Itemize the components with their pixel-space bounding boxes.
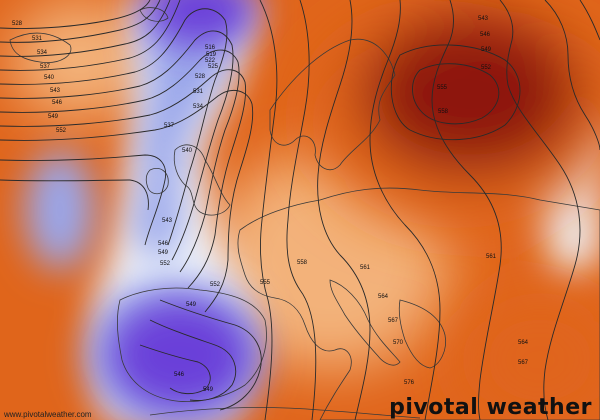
contour-label-525: 525 [208,64,219,70]
coastlines [9,7,600,420]
contour-label-576: 576 [404,380,415,386]
contour-label-531: 531 [193,89,204,95]
contour-label-552: 552 [481,65,492,71]
contour-label-549: 549 [48,114,59,120]
contour-label-561: 561 [486,254,497,260]
contour-label-549: 549 [203,387,214,393]
contour-label-537: 537 [40,64,51,70]
contour-label-528: 528 [12,21,23,27]
contour-label-546: 546 [158,241,169,247]
contour-label-549: 549 [481,47,492,53]
contour-label-570: 570 [393,340,404,346]
site-url: www.pivotalweather.com [4,410,92,419]
contour-label-552: 552 [56,128,67,134]
contour-label-540: 540 [44,75,55,81]
contour-label-531: 531 [32,36,43,42]
contour-label-534: 534 [37,50,48,56]
contour-label-552: 552 [160,261,171,267]
contour-label-546: 546 [52,100,63,106]
contour-label-555: 555 [260,280,271,286]
contour-label-528: 528 [195,74,206,80]
contour-label-555: 555 [437,85,448,91]
contour-label-552: 552 [210,282,221,288]
contour-label-546: 546 [174,372,185,378]
contour-label-567: 567 [518,360,529,366]
contour-label-561: 561 [360,265,371,271]
contour-label-558: 558 [438,109,449,115]
contour-label-519: 519 [206,52,217,58]
contour-label-567: 567 [388,318,399,324]
contour-label-549: 549 [186,302,197,308]
contour-label-558: 558 [297,260,308,266]
contour-label-543: 543 [162,218,173,224]
contour-label-546: 546 [480,32,491,38]
contour-label-564: 564 [378,294,389,300]
contour-label-543: 543 [50,88,61,94]
contour-label-564: 564 [518,340,529,346]
contour-label-516: 516 [205,45,216,51]
contour-label-522: 522 [205,58,216,64]
contour-label-534: 534 [193,104,204,110]
pivotal-weather-watermark: pivotal weather [389,395,592,420]
contour-value-labels: 5285315345375405435465495525165195225255… [12,16,529,393]
contour-label-537: 537 [164,123,175,129]
contour-label-540: 540 [182,148,193,154]
contour-label-543: 543 [478,16,489,22]
contour-label-549: 549 [158,250,169,256]
